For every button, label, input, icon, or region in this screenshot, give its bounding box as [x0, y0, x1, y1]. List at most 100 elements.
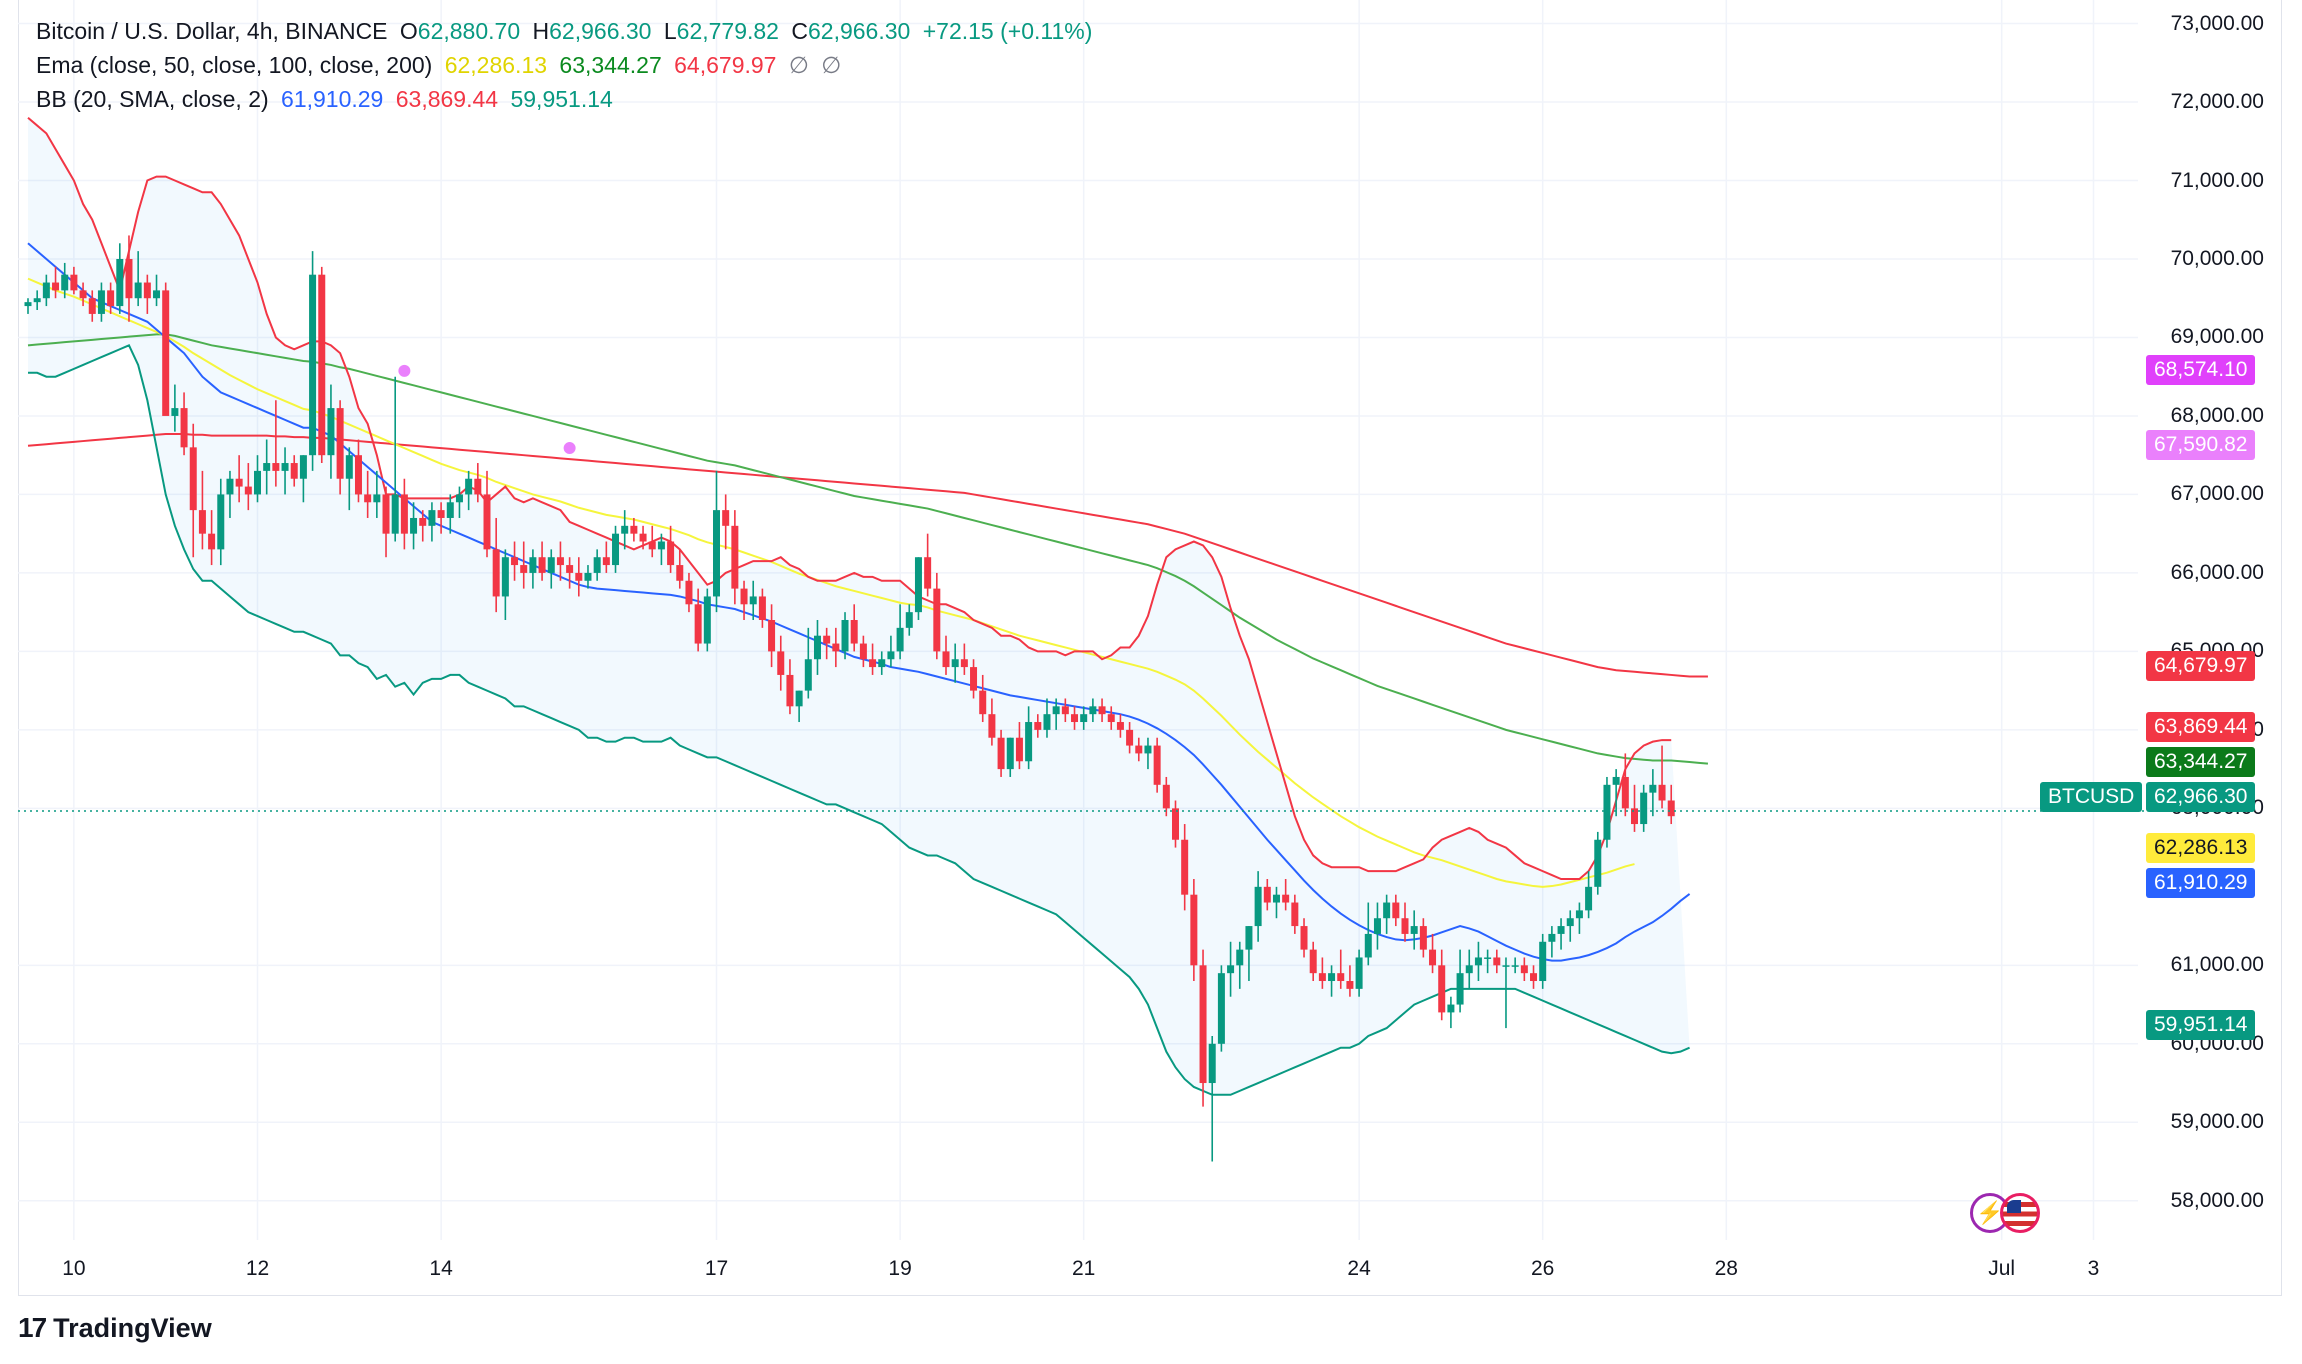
candle-body — [1318, 973, 1326, 982]
candle-body — [1640, 792, 1648, 825]
candle-body — [465, 478, 473, 495]
candle-body — [942, 651, 950, 668]
candle-body — [492, 549, 500, 597]
price-tick-label: 66,000.00 — [2170, 560, 2264, 584]
bb-indicator-label[interactable]: BB (20, SMA, close, 2) — [36, 86, 269, 112]
symbol-tag: BTCUSD — [2040, 782, 2143, 812]
candle-body — [474, 478, 482, 495]
candle-body — [263, 463, 271, 471]
time-tick-label: 21 — [1072, 1257, 1096, 1280]
candle-body — [143, 282, 151, 299]
candle-body — [566, 565, 574, 573]
bb-basis-price-tag: 61,910.29 — [2146, 868, 2256, 898]
candle-body — [290, 463, 298, 479]
ema50-value: 62,286.13 — [444, 52, 548, 78]
candle-body — [1309, 949, 1317, 974]
candle-body — [795, 690, 803, 707]
candle-body — [896, 627, 904, 652]
candle-body — [171, 408, 179, 416]
chart-legend: Bitcoin / U.S. Dollar, 4h, BINANCE O62,8… — [36, 14, 1098, 116]
time-tick-label: 14 — [429, 1257, 453, 1280]
candle-body — [602, 557, 610, 566]
candle-body — [1061, 706, 1069, 715]
price-chart[interactable] — [18, 0, 2282, 1296]
candle-body — [1566, 918, 1574, 927]
candle-body — [254, 470, 261, 495]
candle-body — [1631, 808, 1638, 825]
candle-body — [1447, 1004, 1455, 1013]
last-price-tag: 62,966.30 — [2146, 782, 2256, 812]
candle-body — [823, 635, 831, 644]
candle-body — [1043, 714, 1051, 730]
lightning-event-icon[interactable]: ⚡ — [1970, 1193, 2010, 1233]
candle-body — [676, 565, 684, 581]
price-tick-label: 71,000.00 — [2170, 168, 2264, 192]
low-value: 62,779.82 — [676, 18, 779, 44]
price-tick-label: 72,000.00 — [2170, 90, 2264, 114]
candle-body — [1227, 965, 1235, 974]
high-label: H — [532, 18, 550, 44]
ema-null-value-1: ∅ — [788, 52, 809, 78]
ema100-value: 63,344.27 — [559, 52, 662, 78]
event-markers: ⚡ — [1970, 1193, 2052, 1233]
candle-body — [272, 463, 280, 471]
ema-indicator-label[interactable]: Ema (close, 50, close, 100, close, 200) — [36, 52, 433, 78]
time-tick-label: Jul — [1988, 1257, 2016, 1280]
candle-body — [336, 408, 344, 479]
candle-body — [584, 572, 592, 581]
candle-body — [1364, 933, 1372, 958]
candle-body — [97, 290, 105, 314]
candle-body — [1089, 706, 1097, 715]
chart-frame[interactable] — [18, 0, 2282, 1296]
time-tick-label: 19 — [888, 1257, 912, 1280]
candle-body — [1263, 886, 1271, 903]
time-tick-label: 10 — [62, 1257, 86, 1280]
candle-body — [364, 494, 372, 503]
candle-body — [538, 557, 546, 573]
time-tick-label: 24 — [1347, 1257, 1371, 1280]
us-flag-event-icon[interactable] — [2000, 1193, 2040, 1233]
candle-body — [1465, 965, 1473, 974]
candle-body — [1575, 910, 1583, 919]
candle-body — [1484, 957, 1492, 959]
candle-body — [1346, 981, 1354, 989]
candle-body — [244, 486, 252, 495]
candle-body — [924, 557, 932, 589]
ema100-price-tag: 63,344.27 — [2146, 747, 2256, 777]
candle-body — [281, 463, 289, 471]
candle-body — [887, 651, 895, 660]
tradingview-brand[interactable]: 17 TradingView — [18, 1312, 212, 1344]
candle-body — [511, 557, 519, 566]
close-value: 62,966.30 — [808, 18, 911, 44]
candle-body — [400, 494, 408, 534]
candle-body — [1337, 973, 1345, 982]
time-tick-label: 26 — [1531, 1257, 1555, 1280]
candle-body — [79, 290, 87, 299]
candle-body — [1052, 706, 1060, 715]
candle-body — [1107, 714, 1115, 723]
candle-body — [1217, 973, 1225, 1044]
ema50-price-tag: 62,286.13 — [2146, 833, 2256, 863]
candle-body — [529, 557, 537, 573]
candle-body — [970, 667, 978, 691]
candle-body — [1383, 902, 1391, 919]
candle-body — [621, 525, 629, 534]
cross-marker-dot — [563, 442, 576, 455]
bb-lower-value: 59,951.14 — [510, 86, 613, 112]
time-tick-label: 17 — [704, 1257, 729, 1280]
candle-body — [1594, 839, 1602, 887]
candle-body — [428, 510, 436, 526]
candle-body — [758, 596, 766, 620]
candle-body — [630, 525, 638, 534]
candle-body — [52, 282, 60, 291]
candle-body — [1649, 784, 1657, 793]
candle-body — [1667, 800, 1675, 817]
candle-body — [988, 714, 996, 738]
candle-body — [88, 298, 96, 314]
candle-body — [116, 258, 124, 307]
price-tick-label: 68,000.00 — [2170, 403, 2264, 427]
candle-body — [960, 659, 968, 668]
candle-body — [951, 659, 959, 668]
candle-body — [1539, 941, 1547, 982]
symbol-description[interactable]: Bitcoin / U.S. Dollar, 4h, BINANCE — [36, 18, 388, 44]
